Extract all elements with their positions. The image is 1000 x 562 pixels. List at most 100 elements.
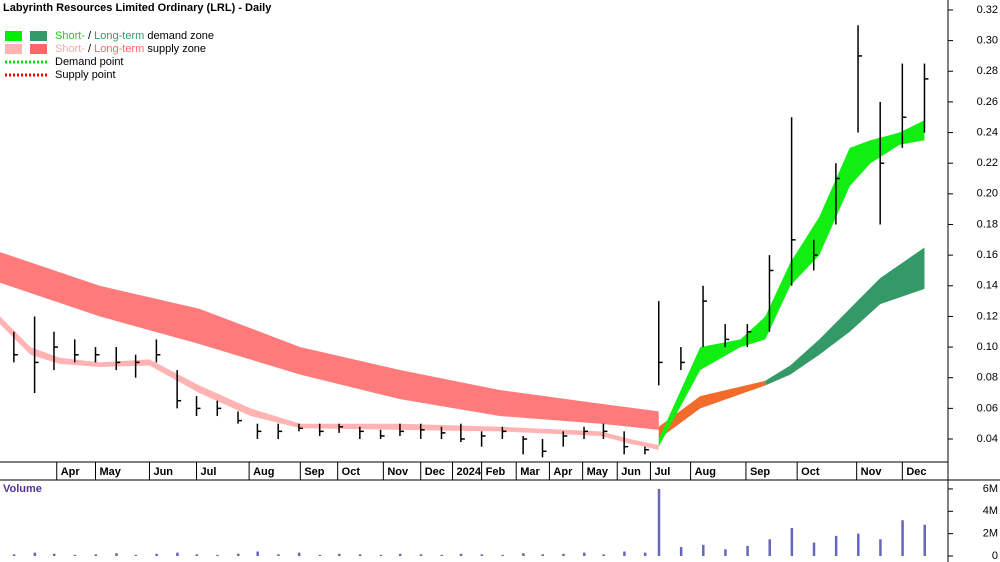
volume-bar — [923, 524, 926, 556]
y-tick-label: 0.16 — [977, 249, 998, 261]
volume-bar — [134, 554, 138, 556]
legend-label: Short- / Long-term supply zone — [55, 43, 206, 55]
legend-text: / — [85, 43, 94, 55]
volume-bar — [297, 552, 301, 556]
legend-label: Supply point — [55, 69, 116, 81]
y-tick-label: 0.12 — [977, 310, 998, 322]
y-tick-label: 0.30 — [977, 35, 998, 47]
volume-bar — [12, 554, 16, 556]
volume-bar — [562, 553, 565, 556]
volume-bar — [338, 553, 341, 556]
volume-bar — [583, 552, 586, 556]
volume-bar — [358, 554, 362, 556]
x-tick-label: 2024 — [457, 466, 482, 478]
zone-band — [0, 252, 659, 430]
legend-text: Supply point — [55, 69, 116, 81]
volume-bar — [256, 551, 259, 556]
x-tick-label: Apr — [61, 466, 81, 478]
x-tick-label: Sep — [304, 466, 324, 478]
legend-label: Demand point — [55, 56, 124, 68]
y-tick-label: 0.32 — [977, 4, 998, 16]
x-tick-label: Sep — [750, 466, 770, 478]
y-tick-label: 0.06 — [977, 402, 998, 414]
legend-text: supply zone — [144, 43, 206, 55]
chart-title: Labyrinth Resources Limited Ordinary (LR… — [3, 2, 272, 14]
volume-bar — [541, 554, 545, 556]
x-tick-label: Jul — [201, 466, 217, 478]
volume-bar — [790, 528, 794, 556]
x-tick-label: Aug — [695, 466, 716, 478]
volume-bar — [746, 545, 749, 556]
volume-bar — [176, 552, 179, 556]
y-tick-label: 0.26 — [977, 96, 998, 108]
zone-band — [658, 380, 766, 440]
volume-bar — [812, 542, 816, 556]
volume-bar — [216, 554, 219, 556]
volume-title: Volume — [3, 483, 42, 495]
volume-bar — [115, 553, 118, 556]
volume-bar — [643, 552, 647, 556]
legend-text: Demand point — [55, 56, 124, 68]
legend-swatch — [30, 31, 47, 41]
x-tick-label: Mar — [520, 466, 540, 478]
y-tick-label: 0 — [992, 550, 998, 562]
legend-text: / — [85, 30, 94, 42]
y-tick-label: 0.18 — [977, 218, 998, 230]
x-tick-label: Nov — [861, 466, 883, 478]
legend-text: Long-term — [94, 43, 144, 55]
x-tick-label: Jun — [621, 466, 641, 478]
y-tick-label: 0.08 — [977, 372, 998, 384]
y-tick-label: 6M — [983, 483, 998, 495]
volume-bar — [522, 553, 525, 556]
volume-bar — [318, 554, 322, 556]
y-tick-label: 0.24 — [977, 126, 998, 138]
volume-bar — [155, 553, 158, 556]
volume-bar — [195, 554, 199, 556]
volume-bar — [724, 549, 727, 556]
legend-text: demand zone — [144, 30, 214, 42]
legend-text: Short- — [55, 43, 85, 55]
volume-bar — [679, 547, 683, 556]
legend-swatch — [5, 31, 22, 41]
y-tick-label: 0.04 — [977, 433, 998, 445]
x-tick-label: Nov — [387, 466, 409, 478]
volume-bar — [379, 554, 383, 556]
volume-bar — [768, 539, 771, 556]
x-tick-label: Oct — [801, 466, 820, 478]
y-tick-label: 0.22 — [977, 157, 998, 169]
volume-bar — [459, 553, 463, 556]
volume-bar — [480, 554, 484, 556]
volume-bar — [277, 554, 280, 556]
x-tick-label: Dec — [425, 466, 445, 478]
volume-bar — [834, 535, 838, 556]
x-tick-label: May — [99, 466, 121, 478]
legend-text: Long-term — [94, 30, 144, 42]
legend-swatch — [30, 44, 47, 54]
volume-bar — [94, 554, 97, 556]
x-tick-label: Feb — [486, 466, 506, 478]
volume-bar — [33, 552, 37, 556]
x-tick-label: Oct — [342, 466, 361, 478]
volume-bar — [398, 553, 402, 556]
volume-bar — [602, 554, 605, 556]
y-tick-label: 0.28 — [977, 65, 998, 77]
volume-bar — [879, 539, 882, 556]
volume-bar — [52, 553, 56, 556]
legend-swatch — [5, 44, 22, 54]
volume-bar — [857, 533, 860, 556]
x-tick-label: May — [587, 466, 609, 478]
y-tick-label: 0.10 — [977, 341, 998, 353]
x-tick-label: Apr — [553, 466, 573, 478]
volume-bar — [419, 554, 423, 556]
volume-bar — [440, 554, 443, 556]
volume-bar — [73, 554, 77, 556]
x-tick-label: Aug — [253, 466, 274, 478]
volume-bar — [501, 554, 504, 556]
volume-bar — [702, 544, 705, 556]
y-tick-label: 2M — [983, 528, 998, 540]
volume-bar — [657, 488, 661, 556]
x-tick-label: Jul — [654, 466, 670, 478]
y-tick-label: 4M — [983, 505, 998, 517]
